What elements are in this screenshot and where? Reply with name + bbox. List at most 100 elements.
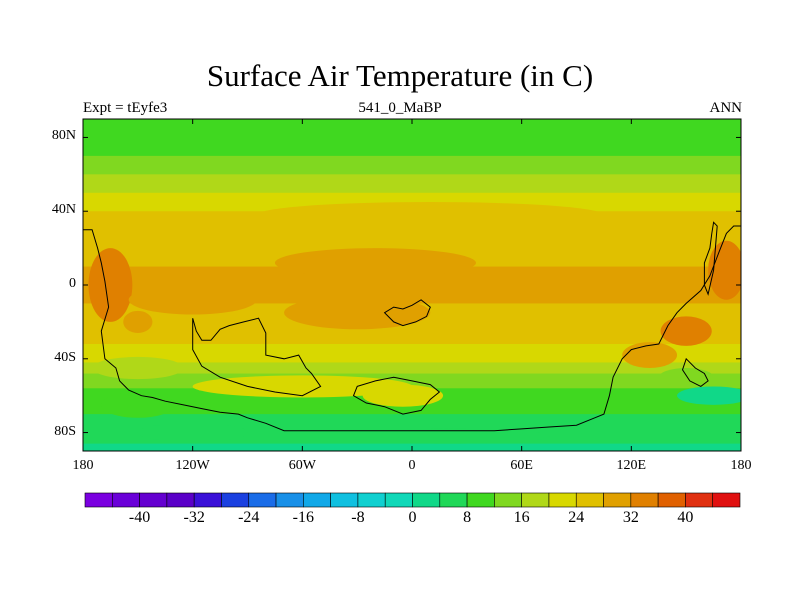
colorbar-tick-label: 24 [568,509,585,526]
colorbar-box [685,492,714,508]
temperature-patch [256,202,604,228]
temperature-band [83,144,741,150]
temperature-patch [660,316,712,346]
temperature-band [83,425,741,430]
temperature-band [83,189,741,194]
temperature-band [83,225,741,231]
temperature-band [83,277,741,282]
temperature-band [83,229,741,234]
colorbar-box [548,492,577,508]
colorbar-tick-label: -32 [183,509,205,526]
temperature-patch [708,240,741,300]
central-island-outline [383,299,431,327]
colorbar-box [330,492,359,508]
colorbar-box [248,492,277,508]
case-label: 541_0_MaBP [358,100,442,116]
temperature-band [83,181,741,186]
lat-tick-label: 40S [54,349,76,365]
temperature-band [83,351,741,356]
lat-tick-label: 40N [51,202,76,218]
temperature-band [83,296,741,301]
temperature-patch [622,342,678,369]
temperature-patch [137,423,248,442]
temperature-band [83,192,741,198]
colorbar-box [521,492,550,508]
experiment-label: Expt = tEyfe3 [83,100,168,116]
temperature-band [83,133,741,139]
lat-tick-label: 80S [54,423,76,439]
temperature-patch [274,248,476,278]
temperature-band [83,233,741,238]
temperature-patch [658,368,714,387]
temperature-band [83,321,741,327]
lon-tick-label: 120W [175,458,210,473]
temperature-band [83,332,741,338]
temperature-patch [677,386,741,405]
colorbar-box [84,492,113,508]
temperature-band [83,366,741,371]
colorbar-box [193,492,222,508]
temperature-band [83,237,741,242]
lat-tick-label: 0 [69,276,76,291]
eastern-island-1-outline [681,357,709,387]
temperature-band [83,329,741,334]
temperature-patch [284,296,431,330]
temperature-band [83,152,741,157]
lon-tick-label: 0 [408,458,416,473]
colorbar-box [139,492,168,508]
temperature-band [83,285,741,290]
temperature-band [83,141,741,146]
temperature-band [83,281,741,286]
lon-tick-label: 60W [288,458,316,473]
temperature-band [83,155,741,161]
colorbar-tick-label: 40 [677,509,694,526]
temperature-patch [348,428,550,444]
colorbar-box [384,492,413,508]
colorbar-box [466,492,495,508]
temperature-band [83,373,741,378]
temperature-band [83,325,741,330]
lon-tick-label: 180 [72,458,94,473]
temperature-band [83,362,741,367]
lon-tick-label: 60E [510,458,533,473]
colorbar-box [111,492,140,508]
north-hump-outline [192,317,322,397]
temperature-patch [123,310,153,333]
temperature-band [83,377,741,382]
temperature-band [83,417,741,423]
temperature-band [83,369,741,375]
temperature-band [83,340,741,345]
western-continent-outline [83,225,741,451]
season-label: ANN [709,100,743,116]
temperature-band [83,421,741,426]
colorbar-tick-label: 32 [622,509,639,526]
temperature-patch [88,248,133,322]
temperature-band [83,159,741,164]
temperature-band [83,174,741,179]
colorbar-tick-label: -16 [292,509,314,526]
eastern-strip-outline [703,221,718,296]
colorbar-box [166,492,195,508]
temperature-band [83,148,741,153]
temperature-band [83,355,741,360]
lon-tick-label: 120E [616,458,647,473]
temperature-band [83,336,741,341]
temperature-band [83,196,741,201]
temperature-band [83,185,741,190]
temperature-band [83,126,741,131]
colorbar-box [439,492,468,508]
temperature-band [83,130,741,135]
colorbar-box [303,492,331,508]
colorbar-box [630,492,659,508]
temperature-band [83,178,741,183]
temperature-band [83,166,741,172]
temperature-field [83,119,741,451]
colorbar-box [221,492,250,508]
lat-tick-label: 80N [51,128,76,144]
lon-tick-label: 180 [730,458,752,473]
colorbar-box [275,492,304,508]
colorbar-tick-label: 8 [463,509,472,526]
colorbar-tick-label: -8 [351,509,365,526]
temperature-band [83,358,741,364]
